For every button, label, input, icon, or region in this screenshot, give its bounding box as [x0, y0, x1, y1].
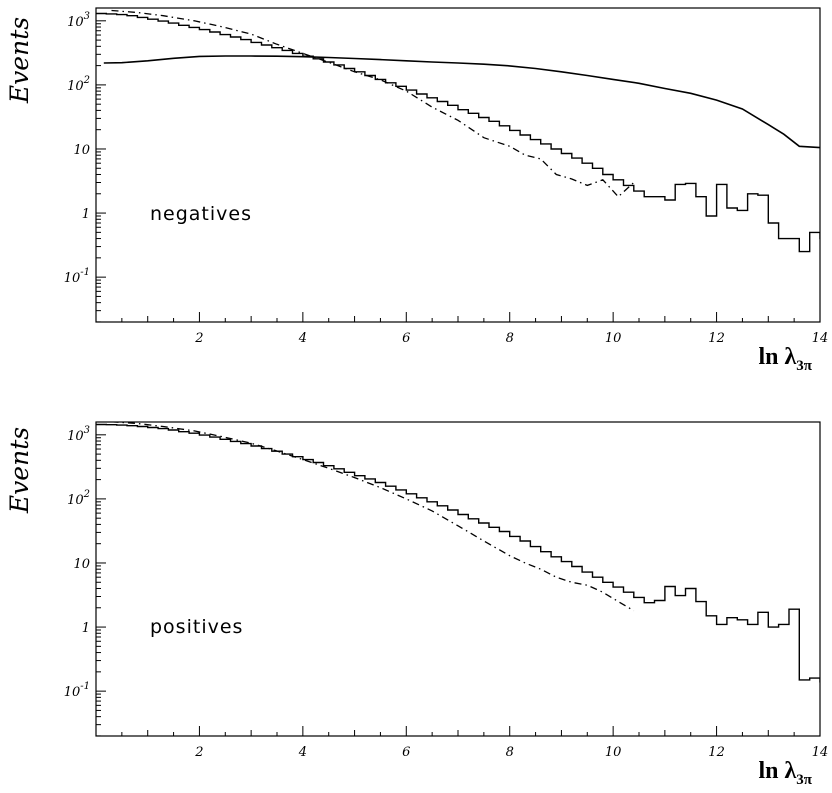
y-tick-label: 10-1 [64, 267, 90, 286]
y-tick-base: 10 [67, 79, 84, 94]
x-axis-title-main: ln λ [758, 344, 796, 370]
x-tick-label: 14 [812, 331, 829, 346]
x-axis-title-main: ln λ [758, 758, 796, 784]
x-tick-label: 2 [194, 331, 203, 346]
x-axis-title-sub: 3π [796, 358, 813, 374]
y-tick-base: 10 [73, 557, 90, 572]
y-tick-label: 1 [82, 621, 90, 636]
plot-area [96, 9, 820, 253]
panel-label-negatives: negatives [150, 203, 252, 225]
panel-label-positives: positives [150, 616, 243, 638]
x-tick-label: 6 [402, 331, 410, 346]
y-tick-label: 1 [82, 207, 90, 222]
x-tick-label: 14 [812, 745, 829, 760]
plot-frame [95, 421, 821, 737]
y-tick-label: 103 [67, 425, 90, 444]
x-tick-label: 8 [506, 745, 514, 760]
histogram-series [96, 423, 820, 683]
y-axis-title: Events [5, 17, 34, 104]
y-tick-exponent: 2 [83, 489, 90, 500]
y-tick-base: 10 [64, 685, 81, 700]
y-tick-label: 102 [67, 75, 90, 94]
x-tick-label: 6 [402, 745, 410, 760]
y-tick-exponent: -1 [80, 681, 90, 692]
x-axis-title: ln λ3π [758, 758, 812, 788]
dash-dot-series [111, 9, 635, 198]
plot-frame [95, 7, 821, 323]
y-tick-exponent: 3 [84, 425, 90, 436]
x-tick-label: 4 [298, 745, 307, 760]
x-tick-label: 10 [605, 745, 622, 760]
x-tick-label: 8 [506, 331, 514, 346]
y-tick-label: 10-1 [64, 681, 90, 700]
y-tick-base: 1 [82, 621, 90, 636]
plot-area [96, 422, 820, 683]
x-axis-title-sub: 3π [796, 772, 813, 788]
x-tick-label: 4 [298, 331, 307, 346]
y-axis-title: Events [5, 427, 34, 514]
y-tick-label: 10 [73, 557, 90, 572]
y-tick-base: 10 [67, 429, 84, 444]
y-tick-base: 10 [73, 143, 90, 158]
smooth-curve-series [103, 55, 820, 149]
x-tick-label: 2 [194, 745, 203, 760]
y-tick-base: 10 [64, 271, 81, 286]
y-tick-exponent: 2 [83, 75, 90, 86]
dash-dot-series [111, 422, 635, 612]
y-tick-exponent: 3 [84, 11, 90, 22]
y-tick-exponent: -1 [80, 267, 90, 278]
y-tick-label: 103 [67, 11, 90, 30]
y-tick-label: 102 [67, 489, 90, 508]
x-axis-title: ln λ3π [758, 344, 812, 374]
y-tick-label: 10 [73, 143, 90, 158]
x-tick-label: 12 [708, 331, 725, 346]
y-tick-base: 10 [67, 15, 84, 30]
y-tick-base: 10 [67, 493, 84, 508]
y-tick-base: 1 [82, 207, 90, 222]
x-tick-label: 10 [605, 331, 622, 346]
x-tick-label: 12 [708, 745, 725, 760]
histogram-series [96, 12, 820, 253]
